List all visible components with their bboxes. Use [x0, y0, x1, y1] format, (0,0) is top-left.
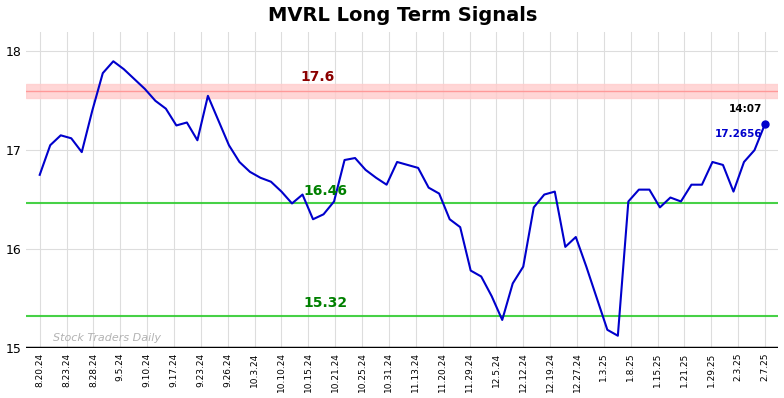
Text: Stock Traders Daily: Stock Traders Daily — [53, 333, 162, 343]
Text: 17.6: 17.6 — [301, 70, 335, 84]
Title: MVRL Long Term Signals: MVRL Long Term Signals — [267, 6, 537, 25]
Text: 16.46: 16.46 — [303, 183, 347, 197]
Text: 15.32: 15.32 — [303, 296, 347, 310]
Text: 14:07: 14:07 — [729, 104, 762, 114]
Text: 17.2656: 17.2656 — [715, 129, 762, 139]
Bar — [27, 84, 779, 98]
